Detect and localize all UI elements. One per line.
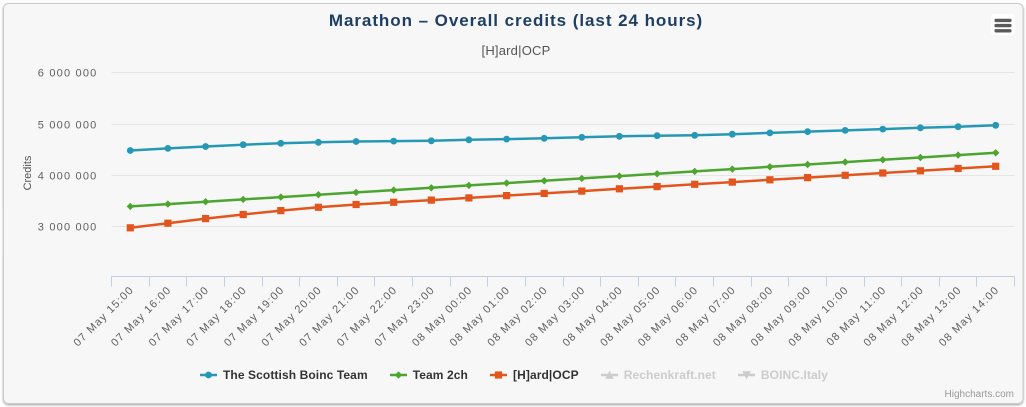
- svg-text:6 000 000: 6 000 000: [38, 68, 98, 80]
- svg-text:Credits: Credits: [22, 155, 34, 190]
- svg-text:4 000 000: 4 000 000: [38, 171, 98, 183]
- svg-text:5 000 000: 5 000 000: [38, 120, 98, 132]
- svg-text:3 000 000: 3 000 000: [38, 222, 98, 234]
